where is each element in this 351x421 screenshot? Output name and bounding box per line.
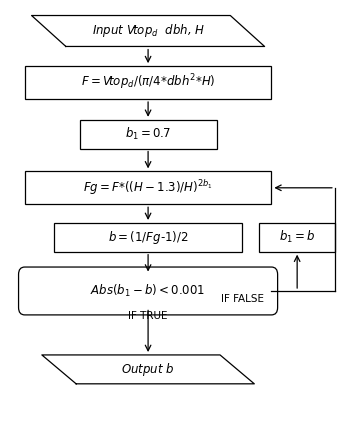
Text: IF TRUE: IF TRUE: [128, 311, 168, 321]
Text: $Fg = F{*}((H-1.3)/H)^{2b_1}$: $Fg = F{*}((H-1.3)/H)^{2b_1}$: [83, 179, 213, 197]
Text: $b = (1/Fg$-$1)/2$: $b = (1/Fg$-$1)/2$: [108, 229, 188, 246]
FancyBboxPatch shape: [54, 223, 242, 252]
FancyBboxPatch shape: [25, 171, 271, 204]
Text: $b_1 = b$: $b_1 = b$: [279, 229, 315, 245]
FancyBboxPatch shape: [25, 66, 271, 99]
FancyBboxPatch shape: [259, 223, 335, 252]
FancyBboxPatch shape: [19, 267, 278, 315]
Text: $b_1 = 0.7$: $b_1 = 0.7$: [125, 126, 171, 142]
FancyBboxPatch shape: [80, 120, 217, 149]
Text: IF FALSE: IF FALSE: [221, 294, 264, 304]
Text: Abs$(b_1 - b)<0.001$: Abs$(b_1 - b)<0.001$: [91, 283, 206, 299]
Text: Input $V\!$top$_{d}$  $dbh$, $H$: Input $V\!$top$_{d}$ $dbh$, $H$: [92, 22, 205, 40]
Polygon shape: [42, 355, 254, 384]
Text: Output $b$: Output $b$: [121, 361, 175, 378]
Polygon shape: [32, 16, 265, 46]
Text: $F = V\!$top$_{d}/(\pi/4{*}dbh^2{*}H)$: $F = V\!$top$_{d}/(\pi/4{*}dbh^2{*}H)$: [81, 73, 215, 92]
